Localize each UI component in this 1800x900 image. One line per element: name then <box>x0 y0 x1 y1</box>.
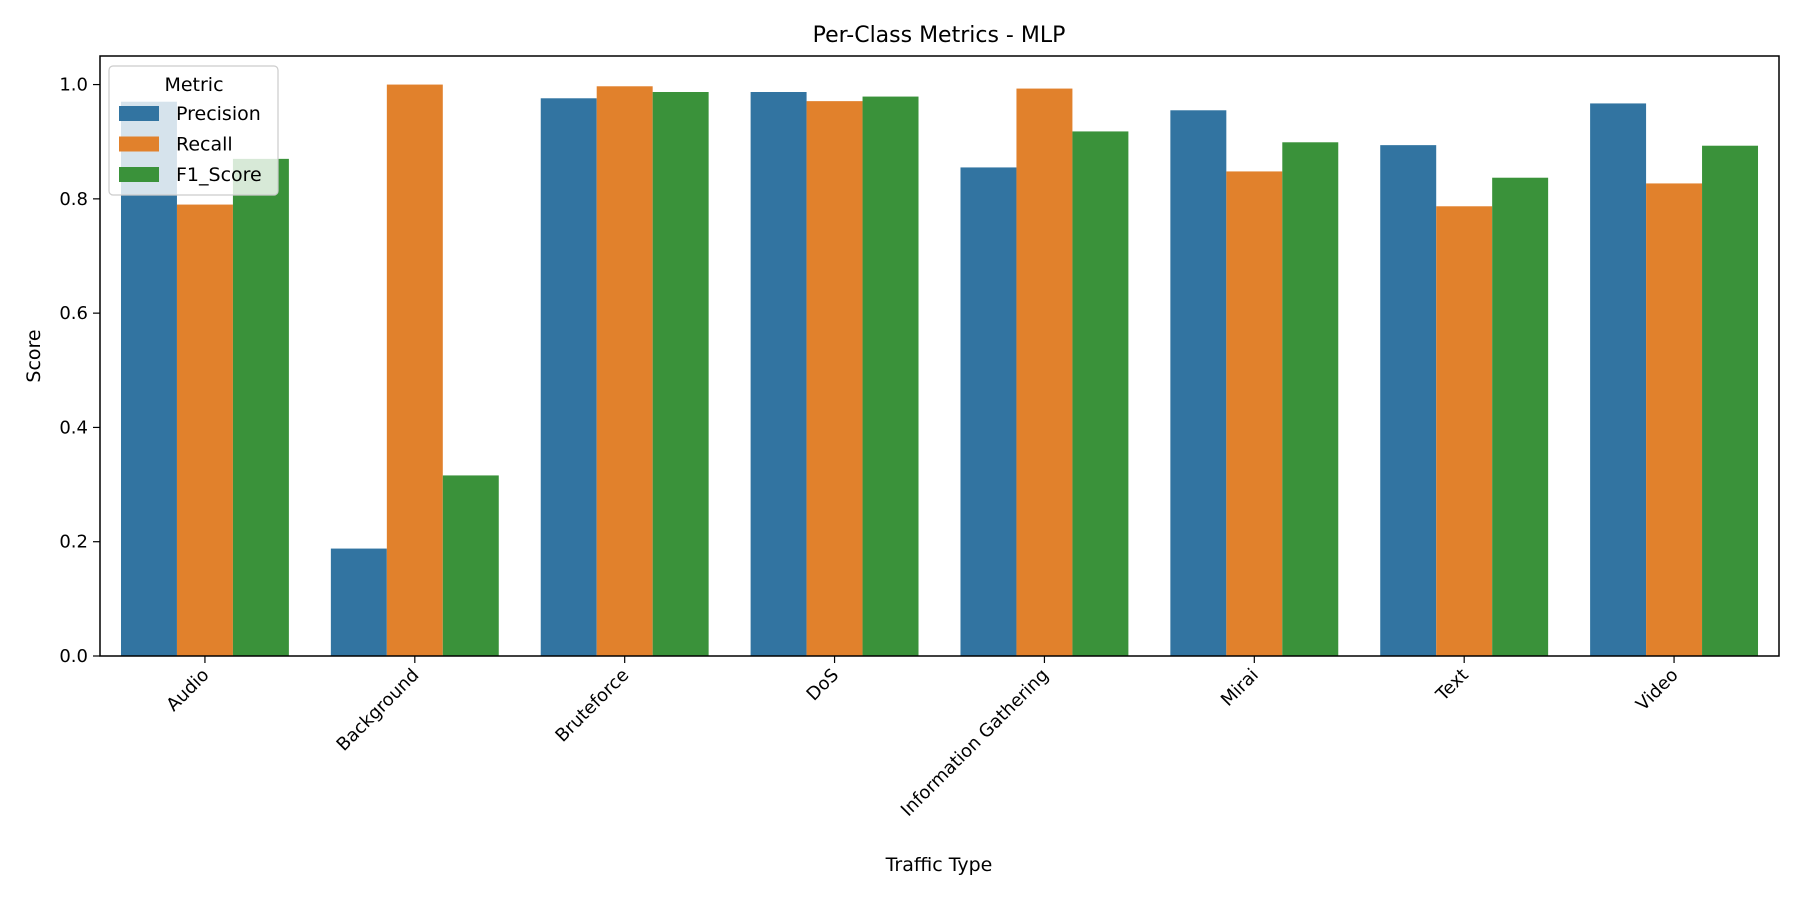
legend-label: Recall <box>176 134 233 156</box>
legend-swatch <box>119 167 159 182</box>
bar-f1-score <box>1492 177 1549 656</box>
chart-title: Per-Class Metrics - MLP <box>813 23 1066 48</box>
bar-group <box>120 84 1759 657</box>
bar-precision <box>1170 110 1227 657</box>
bar-f1-score <box>1072 131 1129 656</box>
y-tick-label: 0.0 <box>59 646 88 667</box>
x-axis: Audio Background Bruteforce DoS Information … <box>162 656 1683 821</box>
bar-f1-score <box>232 158 289 656</box>
legend: Metric Precision Recall F1_Score <box>108 65 279 196</box>
x-tick-label: Text <box>1431 665 1472 706</box>
bar-f1-score <box>442 475 499 656</box>
y-tick-label: 1.0 <box>59 75 88 96</box>
x-tick-label: DoS <box>803 665 844 706</box>
plot-frame <box>99 55 1780 657</box>
bar-recall <box>806 101 863 656</box>
legend-swatch <box>119 136 159 152</box>
legend-swatch <box>119 106 159 121</box>
legend-label: F1_Score <box>176 164 262 186</box>
x-tick-label: Audio <box>162 665 213 716</box>
bar-recall <box>1436 206 1493 657</box>
bar-precision <box>330 548 387 656</box>
x-tick-label: Mirai <box>1217 665 1263 711</box>
x-tick-label: Bruteforce <box>551 665 633 747</box>
bar-f1-score <box>652 92 709 656</box>
x-tick-label: Information Gathering <box>897 665 1053 821</box>
x-tick-label: Video <box>1632 665 1683 716</box>
bar-f1-score <box>862 96 919 657</box>
bar-f1-score <box>1282 142 1339 657</box>
y-tick-label: 0.8 <box>59 189 88 210</box>
bar-precision <box>1380 145 1437 656</box>
legend-label: Precision <box>176 103 261 125</box>
y-axis: 0.0 0.2 0.4 0.6 0.8 1.0 <box>59 75 100 667</box>
bar-recall <box>1226 171 1283 656</box>
bar-recall <box>596 86 653 657</box>
bar-recall <box>1016 88 1073 657</box>
bar-precision <box>750 92 807 656</box>
legend-entries: Precision Recall F1_Score <box>119 103 262 186</box>
y-axis-label: Score <box>23 329 45 382</box>
x-axis-label: Traffic Type <box>885 854 993 876</box>
bar-f1-score <box>1702 145 1759 656</box>
y-tick-label: 0.4 <box>59 417 88 438</box>
bar-precision <box>960 167 1017 656</box>
x-tick-label: Background <box>333 665 424 756</box>
y-tick-label: 0.6 <box>59 303 88 324</box>
bar-recall <box>386 84 443 657</box>
bar-precision <box>540 98 597 657</box>
legend-box <box>108 65 279 196</box>
legend-title: Metric <box>164 74 223 96</box>
y-tick-label: 0.2 <box>59 532 88 553</box>
bar-precision <box>1590 103 1647 656</box>
bar-recall <box>176 204 233 657</box>
bar-recall <box>1646 183 1703 656</box>
